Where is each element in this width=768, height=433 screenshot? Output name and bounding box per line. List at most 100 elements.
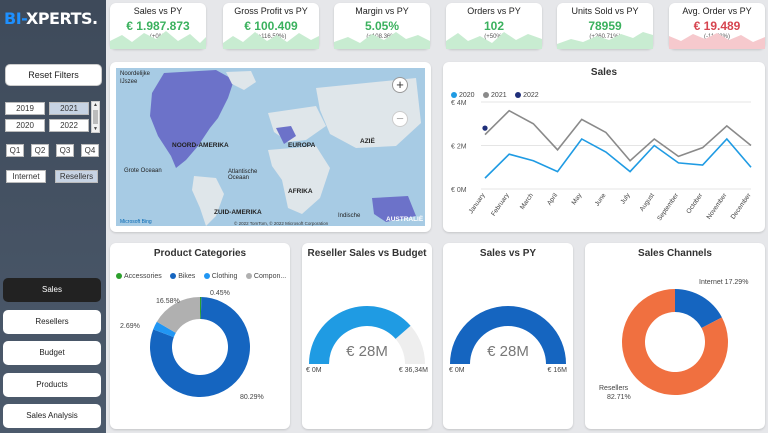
kpi-delta: (+116.59%) bbox=[255, 34, 287, 40]
scroll-up-icon[interactable]: ▲ bbox=[93, 102, 98, 108]
slice-internet bbox=[675, 289, 722, 329]
legend-dot bbox=[451, 92, 457, 99]
map-label-australie: AUSTRALIË bbox=[386, 216, 424, 223]
kpi-delta: (+50%) bbox=[484, 34, 504, 40]
kpi-card-units-sold: Units Sold vs PY 78959 (+260.71%) bbox=[557, 3, 653, 49]
reseller-budget-title: Reseller Sales vs Budget bbox=[307, 248, 427, 259]
y-tick-label: € 0M bbox=[451, 187, 467, 194]
kpi-sparkline bbox=[110, 31, 206, 49]
sales-channels-title: Sales Channels bbox=[638, 248, 712, 259]
legend-dot bbox=[483, 92, 490, 99]
product-categories-title: Product Categories bbox=[153, 248, 247, 259]
x-tick-label: November bbox=[706, 191, 729, 220]
gauge-value: € 28M bbox=[487, 343, 529, 360]
kpi-sparkline bbox=[557, 32, 653, 49]
series-point-2022 bbox=[482, 125, 488, 131]
nav-products[interactable]: Products bbox=[3, 373, 101, 397]
gauge-fill bbox=[450, 305, 566, 364]
kpi-value: € 19.489 bbox=[693, 19, 741, 33]
nav-sales-analysis[interactable]: Sales Analysis bbox=[3, 404, 101, 428]
channel-internet-button[interactable]: Internet bbox=[6, 170, 46, 183]
legend-dot bbox=[170, 273, 177, 280]
legend-item: Bikes bbox=[170, 273, 195, 280]
map-label-grote-oceaan: Grote Oceaan bbox=[124, 168, 162, 174]
scroll-down-icon[interactable]: ▼ bbox=[93, 126, 98, 132]
x-tick-label: February bbox=[490, 192, 511, 218]
slice-label-resellers-pct: 82.71% bbox=[607, 394, 631, 401]
kpi-card-gross-profit: Gross Profit vs PY € 100.409 (+116.59%) bbox=[223, 3, 319, 49]
quarter-q3-button[interactable]: Q3 bbox=[56, 144, 74, 157]
gauge-fill bbox=[309, 306, 411, 364]
sales-channels-donut bbox=[622, 289, 728, 395]
quarter-q4-button[interactable]: Q4 bbox=[81, 144, 99, 157]
year-scrollbar[interactable]: ▲ ▼ bbox=[91, 101, 100, 133]
legend-item: Accessories bbox=[116, 273, 162, 280]
x-tick-label: March bbox=[519, 192, 535, 211]
product-categories-donut bbox=[150, 297, 251, 397]
slice-accessories bbox=[200, 297, 202, 320]
kpi-title: Units Sold vs PY bbox=[571, 6, 639, 16]
map-label-atlantische-oceaan: Atlantische Oceaan bbox=[228, 169, 258, 181]
logo: BI-XPERTS. bbox=[4, 9, 98, 28]
kpi-value: 102 bbox=[483, 19, 505, 33]
channel-resellers-button[interactable]: Resellers bbox=[55, 170, 98, 183]
legend-item: Clothing bbox=[203, 273, 237, 280]
kpi-value: € 1.987.873 bbox=[126, 19, 190, 33]
x-tick-label: October bbox=[685, 191, 704, 215]
kpi-title: Avg. Order vs PY bbox=[682, 6, 752, 16]
year-2021-button[interactable]: 2021 bbox=[49, 102, 89, 115]
kpi-sparkline bbox=[223, 32, 319, 49]
y-tick-label: € 4M bbox=[451, 100, 467, 107]
slice-label-bikes: 80.29% bbox=[240, 394, 264, 401]
legend-item: Compon... bbox=[245, 273, 286, 280]
map-label-zuid-amerika: ZUID-AMERIKA bbox=[214, 209, 262, 216]
kpi-title: Gross Profit vs PY bbox=[234, 6, 308, 16]
scroll-thumb[interactable] bbox=[93, 110, 98, 124]
product-categories-card: Product Categories Accessories Bikes Clo… bbox=[110, 243, 290, 429]
nav-budget[interactable]: Budget bbox=[3, 341, 101, 365]
x-tick-label: June bbox=[594, 192, 608, 208]
legend-item: 2022 bbox=[515, 92, 539, 99]
sidebar: BI-XPERTS. Reset Filters 2019 2021 2020 … bbox=[0, 0, 106, 433]
map-card: Noordelijke IJszee NOORD-AMERIKA EUROPA … bbox=[110, 62, 431, 232]
legend-item: 2021 bbox=[483, 92, 507, 99]
year-2019-button[interactable]: 2019 bbox=[5, 102, 45, 115]
gauge-min-label: € 0M bbox=[306, 367, 322, 374]
kpi-value: 5.05% bbox=[364, 19, 400, 33]
zoom-in-button[interactable]: + bbox=[392, 77, 408, 93]
kpi-delta: (+108.36%) bbox=[366, 34, 398, 40]
gauge-value: € 28M bbox=[346, 343, 388, 360]
quarter-q2-button[interactable]: Q2 bbox=[31, 144, 49, 157]
sales-vs-py-card: Sales vs PY € 28M € 0M € 16M bbox=[443, 243, 573, 429]
nav-sales[interactable]: Sales bbox=[3, 278, 101, 302]
year-2022-button[interactable]: 2022 bbox=[49, 119, 89, 132]
nav-resellers[interactable]: Resellers bbox=[3, 310, 101, 334]
kpi-card-avg-order: Avg. Order vs PY € 19.489 (-11.58%) bbox=[669, 3, 765, 49]
world-map[interactable]: Noordelijke IJszee NOORD-AMERIKA EUROPA … bbox=[116, 68, 425, 226]
gauge-max-label: € 36,34M bbox=[398, 367, 428, 374]
kpi-delta: (+0%) bbox=[149, 34, 167, 40]
kpi-sparkline bbox=[334, 32, 430, 49]
kpi-value: € 100.409 bbox=[244, 19, 298, 33]
map-landmass bbox=[150, 70, 421, 226]
year-2020-button[interactable]: 2020 bbox=[5, 119, 45, 132]
reseller-budget-gauge bbox=[309, 306, 425, 364]
kpi-card-sales: Sales vs PY € 1.987.873 (+0%) bbox=[110, 3, 206, 49]
quarter-q1-button[interactable]: Q1 bbox=[6, 144, 24, 157]
sales-legend: 2020 2021 2022 bbox=[451, 84, 543, 102]
sales-line-card: Sales 2020 2021 2022 € 0M € 2M € 4M January… bbox=[443, 62, 765, 232]
bing-logo: Microsoft Bing bbox=[120, 219, 152, 225]
map-label-europa: EUROPA bbox=[288, 142, 316, 149]
map-label-ijszee: IJszee bbox=[120, 79, 138, 85]
map-label-afrika: AFRIKA bbox=[288, 188, 313, 195]
map-label-indische: Indische bbox=[338, 213, 361, 219]
sales-chart-title: Sales bbox=[590, 67, 618, 78]
map-label-azie: AZIË bbox=[360, 138, 375, 145]
gauge-min-label: € 0M bbox=[449, 367, 465, 374]
zoom-out-button[interactable]: − bbox=[392, 111, 408, 127]
slice-components bbox=[156, 297, 200, 333]
x-tick-label: April bbox=[546, 192, 560, 207]
x-tick-label: July bbox=[619, 192, 632, 206]
sales-channels-card: Sales Channels Internet 17.29% Resellers… bbox=[585, 243, 765, 429]
reset-filters-button[interactable]: Reset Filters bbox=[5, 64, 102, 86]
